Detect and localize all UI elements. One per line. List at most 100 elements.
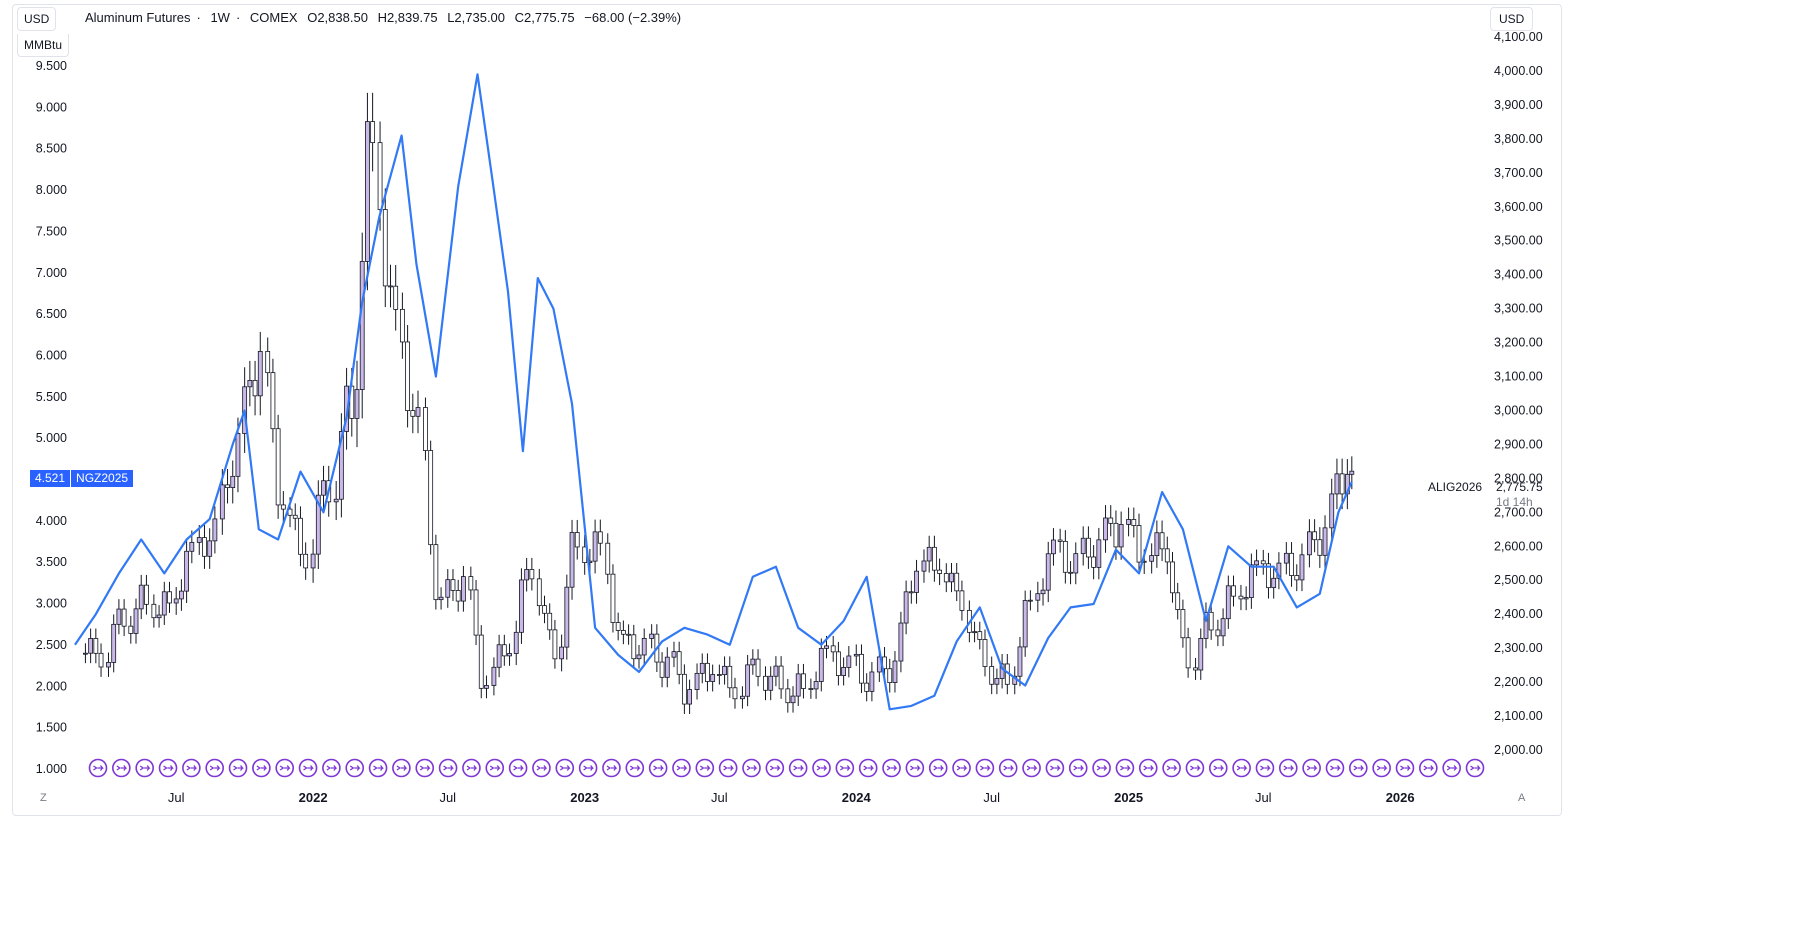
candle-body bbox=[626, 633, 631, 636]
candle-body bbox=[1113, 522, 1119, 548]
right-axis-tick: 3,900.00 bbox=[1494, 98, 1543, 112]
candle-body bbox=[513, 631, 519, 654]
candle-body bbox=[1185, 637, 1191, 669]
event-marker-arrow bbox=[1026, 765, 1038, 771]
candle-body bbox=[247, 380, 253, 388]
candle-body bbox=[1149, 555, 1155, 562]
event-marker-icon bbox=[345, 758, 365, 778]
candle-body bbox=[399, 309, 405, 343]
candle-body bbox=[853, 653, 859, 657]
log-scale-toggle[interactable]: Z bbox=[40, 792, 47, 804]
event-marker-icon bbox=[695, 758, 715, 778]
event-marker-icon bbox=[672, 758, 691, 778]
left-axis-tick: 8.000 bbox=[36, 183, 67, 197]
candle-body bbox=[659, 661, 665, 678]
candle-body bbox=[722, 665, 727, 676]
candle-body bbox=[388, 285, 393, 288]
candle-body bbox=[1220, 618, 1226, 637]
event-marker-icon bbox=[462, 758, 481, 778]
event-marker-arrow bbox=[1096, 765, 1108, 771]
left-currency-button[interactable]: USD bbox=[17, 7, 57, 31]
candle-body bbox=[1334, 473, 1340, 495]
event-marker-arrow bbox=[326, 765, 338, 771]
candle-body bbox=[1057, 539, 1063, 542]
candle-body bbox=[1312, 531, 1318, 541]
candle-body bbox=[687, 689, 692, 705]
event-marker-icon bbox=[485, 758, 505, 778]
event-marker-icon bbox=[205, 758, 224, 778]
candle-body bbox=[914, 570, 919, 593]
candle-body bbox=[501, 644, 507, 657]
left-axis-tick: 1.000 bbox=[36, 762, 67, 776]
candle-body bbox=[1294, 575, 1300, 581]
candle-body bbox=[869, 671, 875, 692]
time-axis-tick: 2025 bbox=[1114, 790, 1143, 805]
symbol-title[interactable]: Aluminum Futures bbox=[85, 10, 191, 25]
auto-scale-toggle[interactable]: A bbox=[1518, 792, 1526, 804]
event-marker-icon bbox=[905, 758, 925, 778]
candlestick-series bbox=[83, 92, 1355, 714]
candle-body bbox=[315, 494, 321, 555]
event-marker-arrow bbox=[1330, 765, 1341, 771]
candle-body bbox=[1131, 519, 1137, 526]
candle-body bbox=[785, 688, 791, 704]
candle-body bbox=[1136, 525, 1142, 563]
candle-body bbox=[1208, 611, 1214, 631]
candle-body bbox=[750, 658, 756, 666]
candle-body bbox=[755, 658, 761, 677]
event-marker-icon bbox=[625, 758, 645, 778]
event-marker-icon bbox=[1302, 758, 1321, 778]
candle-body bbox=[1091, 556, 1097, 568]
candle-body bbox=[790, 695, 796, 704]
event-marker-icon bbox=[1022, 758, 1041, 778]
right-axis-tick: 3,100.00 bbox=[1494, 370, 1543, 384]
event-marker-arrow bbox=[349, 765, 361, 771]
candle-body bbox=[173, 598, 179, 604]
event-marker-arrow bbox=[466, 765, 478, 771]
event-marker-icon bbox=[835, 758, 855, 778]
candle-body bbox=[338, 431, 344, 500]
right-axis-tick: 2,500.00 bbox=[1494, 573, 1543, 587]
right-axis-tick: 2,700.00 bbox=[1494, 505, 1543, 519]
event-marker-icon bbox=[252, 758, 271, 778]
event-marker-icon bbox=[508, 758, 528, 778]
candle-body bbox=[478, 634, 484, 689]
candle-body bbox=[745, 664, 751, 697]
event-marker-icon bbox=[182, 758, 201, 778]
time-axis-tick: Jul bbox=[711, 790, 728, 805]
candle-body bbox=[377, 142, 383, 210]
right-currency-button[interactable]: USD bbox=[1490, 7, 1534, 31]
candle-body bbox=[1349, 470, 1355, 475]
left-axis-tick: 3.000 bbox=[36, 597, 67, 611]
candle-body bbox=[333, 498, 339, 503]
candle-body bbox=[559, 646, 565, 660]
candle-body bbox=[1231, 585, 1236, 597]
candle-body bbox=[1096, 539, 1102, 568]
left-unit-button[interactable]: MMBtu bbox=[17, 34, 70, 57]
candle-body bbox=[989, 666, 995, 685]
candle-body bbox=[1317, 539, 1323, 556]
candle-body bbox=[898, 622, 904, 662]
candle-body bbox=[144, 584, 149, 605]
candle-body bbox=[1203, 611, 1209, 639]
candle-body bbox=[830, 645, 836, 653]
event-marker-arrow bbox=[116, 765, 128, 771]
candle-body bbox=[982, 639, 988, 667]
candle-body bbox=[405, 341, 410, 411]
time-axis-tick: Jul bbox=[983, 790, 1000, 805]
event-marker-icon bbox=[368, 758, 388, 778]
event-marker-icon bbox=[718, 758, 738, 778]
candle-body bbox=[1035, 593, 1041, 601]
left-price-value: 4.521 bbox=[30, 470, 71, 487]
candle-body bbox=[265, 350, 271, 374]
right-axis-tick: 2,200.00 bbox=[1494, 675, 1543, 689]
event-marker-icon bbox=[1278, 758, 1298, 778]
candle-body bbox=[225, 484, 230, 488]
event-marker-arrow bbox=[1003, 765, 1015, 771]
left-axis-tick: 9.000 bbox=[36, 100, 67, 114]
high-value: H2,839.75 bbox=[377, 10, 438, 25]
event-marker-icon bbox=[1232, 758, 1251, 778]
left-axis-tick: 7.000 bbox=[36, 266, 67, 280]
candle-body bbox=[468, 576, 474, 591]
